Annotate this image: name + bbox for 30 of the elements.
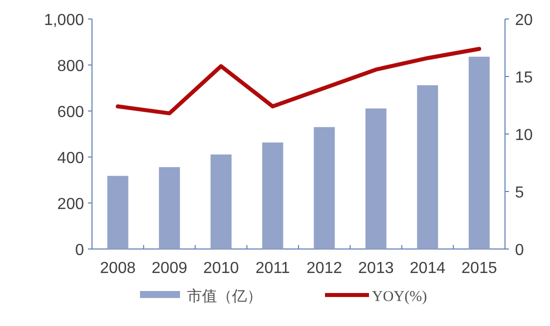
legend-label: YOY(%)	[372, 289, 427, 305]
y2-tick-label: 15	[515, 70, 533, 86]
bar	[107, 176, 128, 249]
y-tick-label: 600	[57, 104, 84, 121]
y-tick-label: 400	[57, 150, 84, 167]
x-tick-label: 2012	[306, 260, 342, 277]
bar	[210, 154, 232, 249]
x-tick-label: 2013	[358, 260, 394, 277]
y2-tick-label: 10	[515, 127, 533, 144]
y2-tick-label: 20	[515, 12, 533, 29]
x-tick-label: 2010	[203, 260, 239, 277]
legend-label: 市值（亿）	[187, 288, 262, 305]
bar	[158, 167, 180, 249]
y2-tick-label: 0	[515, 242, 524, 259]
x-tick-label: 2015	[461, 260, 498, 277]
bar	[468, 56, 490, 249]
y-tick-label: 1,000	[44, 12, 84, 29]
x-tick-label: 2011	[255, 260, 290, 277]
line-series	[116, 46, 482, 116]
y2-tick-label: 5	[515, 184, 524, 202]
y-tick-label: 800	[57, 58, 84, 75]
bar	[365, 108, 386, 249]
x-tick-label: 2008	[100, 260, 136, 277]
bar	[314, 127, 335, 249]
y-tick-label: 200	[57, 196, 84, 213]
bar	[262, 142, 284, 249]
y-tick-label: 0	[75, 242, 84, 259]
bar	[417, 85, 438, 249]
x-tick-label: 2014	[410, 260, 446, 277]
x-tick-label: 2009	[152, 260, 188, 277]
